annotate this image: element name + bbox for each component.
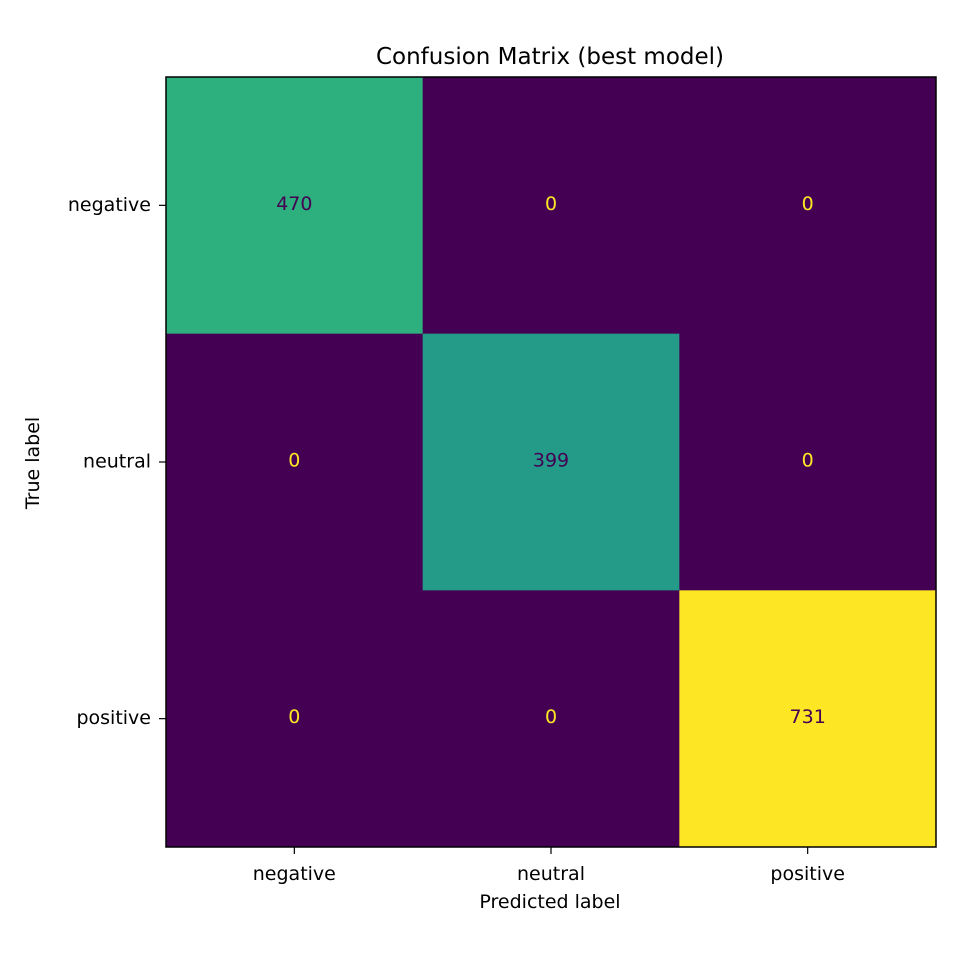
cell-value-label: 0 [802, 193, 814, 215]
y-tick-label: negative [68, 194, 151, 216]
y-tick-label: positive [76, 707, 151, 729]
cell-value-label: 0 [802, 450, 814, 472]
x-tick-label: positive [770, 863, 845, 885]
cell-value-label: 0 [545, 193, 557, 215]
heatmap-cell [422, 333, 680, 591]
heatmap-cell [166, 333, 424, 591]
heatmap-cell [679, 77, 937, 335]
cell-value-label: 0 [288, 450, 300, 472]
heatmap-cell [422, 77, 680, 335]
heatmap-cell [166, 77, 424, 335]
chart-title: Confusion Matrix (best model) [376, 44, 724, 70]
x-tick-label: neutral [517, 863, 585, 885]
y-axis-label: True label [22, 417, 44, 510]
cell-value-label: 470 [276, 193, 312, 215]
heatmap-cell [422, 590, 680, 848]
heatmap-cell [679, 590, 937, 848]
cell-value-label: 0 [288, 706, 300, 728]
heatmap-cells [166, 77, 937, 848]
heatmap-cell [679, 333, 937, 591]
cell-value-labels: 470 0 0 0 399 0 0 0 731 [276, 193, 826, 728]
heatmap-cell [166, 590, 424, 848]
y-tick-label: neutral [83, 451, 151, 473]
axis-ticks: negative neutral positive negative neutral po… [68, 194, 845, 885]
cell-value-label: 0 [545, 706, 557, 728]
cell-value-label: 399 [533, 450, 569, 472]
cell-value-label: 731 [790, 706, 826, 728]
x-axis-label: Predicted label [479, 891, 620, 913]
x-tick-label: negative [253, 863, 336, 885]
